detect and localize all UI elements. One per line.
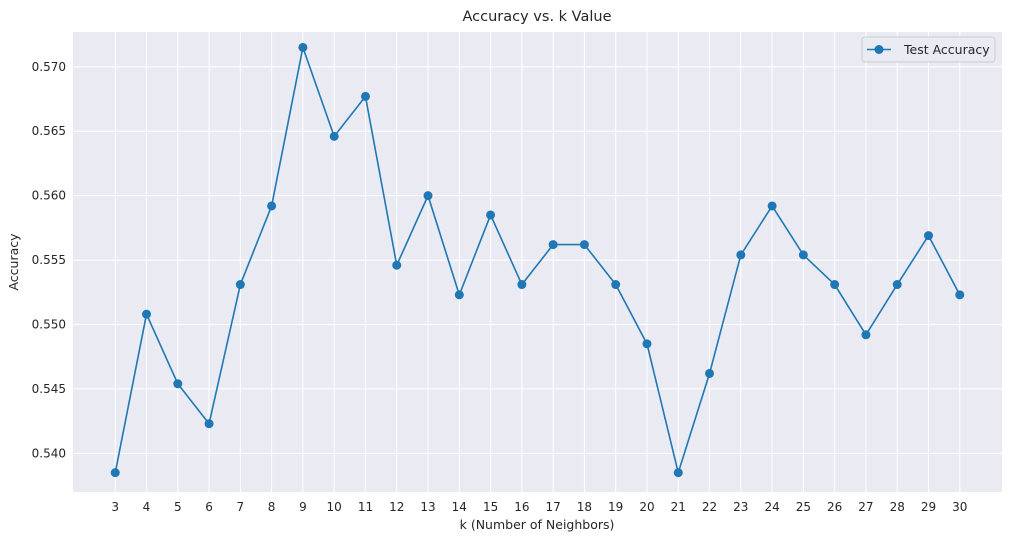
data-point [892,280,902,290]
data-point [517,280,527,290]
plot-background [73,32,1002,492]
data-point [204,419,214,429]
y-tick-label: 0.540 [32,446,66,460]
x-tick-label: 13 [420,500,435,514]
data-point [454,290,464,300]
y-axis-label: Accuracy [6,233,21,291]
data-point [548,240,558,250]
data-point [486,210,496,220]
x-tick-label: 4 [143,500,151,514]
data-point [142,309,152,319]
y-tick-label: 0.545 [32,382,66,396]
data-point [705,368,715,378]
y-tick-label: 0.560 [32,189,66,203]
data-point [861,330,871,340]
x-tick-label: 25 [796,500,811,514]
x-tick-label: 14 [452,500,467,514]
legend-label: Test Accuracy [903,42,990,57]
x-axis-label: k (Number of Neighbors) [460,517,615,532]
data-point [392,260,402,270]
x-tick-label: 26 [827,500,842,514]
x-tick-label: 21 [671,500,686,514]
data-point [267,201,277,211]
x-tick-label: 7 [237,500,245,514]
x-tick-label: 30 [952,500,967,514]
x-tick-label: 18 [577,500,592,514]
data-point [673,468,683,478]
y-tick-label: 0.570 [32,60,66,74]
x-tick-label: 29 [921,500,936,514]
x-tick-label: 12 [389,500,404,514]
x-tick-label: 24 [764,500,779,514]
x-tick-label: 6 [205,500,213,514]
x-tick-label: 5 [174,500,182,514]
legend: Test Accuracy [861,36,996,63]
data-point [642,339,652,349]
data-point [173,379,183,389]
x-tick-label: 16 [514,500,529,514]
data-point [298,42,308,52]
x-tick-label: 20 [639,500,654,514]
x-tick-label: 8 [268,500,276,514]
data-point [767,201,777,211]
legend-box [861,36,996,63]
data-point [360,91,370,101]
y-tick-label: 0.555 [32,253,66,267]
y-tick-label: 0.550 [32,317,66,331]
x-tick-label: 28 [890,500,905,514]
x-tick-label: 23 [733,500,748,514]
data-point [579,240,589,250]
x-tick-label: 10 [327,500,342,514]
data-point [798,250,808,260]
data-point [329,131,339,141]
x-tick-labels: 3 4 5 6 7 8 9 10 11 12 13 14 15 16 17 18 19 20 21 22 23 24 25 2… [111,500,967,514]
data-point [110,468,120,478]
x-tick-label: 19 [608,500,623,514]
data-point [955,290,965,300]
series-layer [110,42,965,478]
x-tick-label: 15 [483,500,498,514]
data-point [830,280,840,290]
x-tick-label: 3 [111,500,119,514]
x-tick-label: 27 [858,500,873,514]
data-point [611,280,621,290]
y-tick-label: 0.565 [32,124,66,138]
x-tick-label: 11 [358,500,373,514]
data-point [923,231,933,241]
legend-marker [874,45,884,54]
chart-title: Accuracy vs. k Value [463,9,612,25]
y-tick-labels: 0.540 0.545 0.550 0.555 0.560 0.565 0.570 [32,60,66,461]
x-tick-label: 17 [545,500,560,514]
series-line [114,46,961,474]
x-tick-label: 9 [299,500,307,514]
data-point [235,280,245,290]
data-point [423,191,433,201]
x-tick-label: 22 [702,500,717,514]
data-point [736,250,746,260]
